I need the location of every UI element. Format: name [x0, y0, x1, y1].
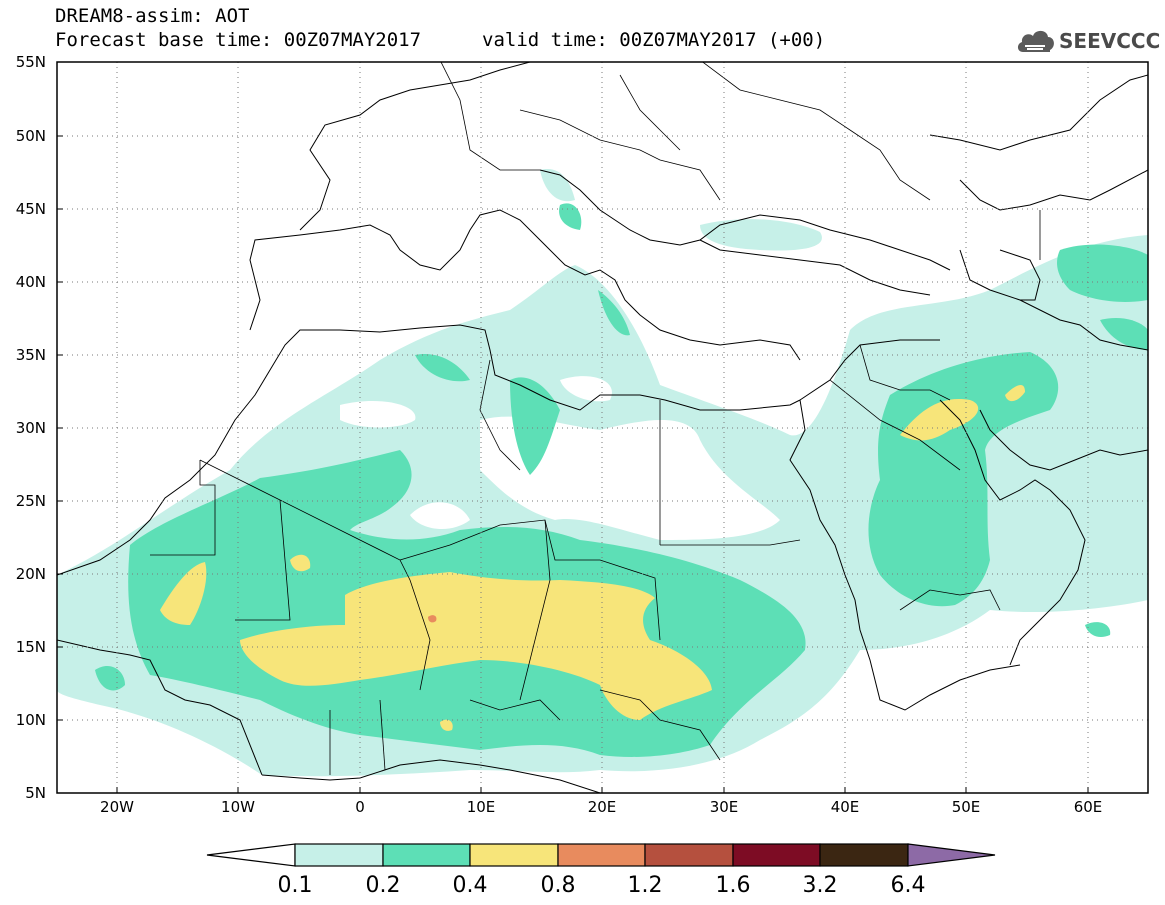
lon-label: 20W — [100, 798, 134, 816]
lon-label: 10W — [221, 798, 255, 816]
colorbar-segment — [907, 843, 996, 867]
aot-fields — [57, 62, 1148, 793]
lat-label: 10N — [16, 711, 46, 729]
lat-label: 30N — [16, 419, 46, 437]
seevccc-logo: SEEVCCC — [1015, 24, 1160, 58]
colorbar-segment — [469, 843, 559, 867]
colorbar-segment — [732, 843, 821, 867]
lon-label: 10E — [467, 798, 496, 816]
lat-label: 55N — [16, 53, 46, 71]
colorbar-label: 6.4 — [891, 873, 926, 898]
colorbar-label: 0.2 — [366, 873, 401, 898]
aot-map: 55N 50N 45N 40N 35N 30N 25N 20N 15N 10N … — [16, 53, 1149, 816]
colorbar-segment — [557, 843, 646, 867]
colorbar-segment — [382, 843, 471, 867]
map-title: DREAM8-assim: AOT — [55, 5, 250, 27]
lat-label: 5N — [25, 784, 46, 802]
lon-label: 50E — [952, 798, 981, 816]
aot-contour-0.8 — [428, 615, 437, 623]
colorbar-label: 3.2 — [803, 873, 838, 898]
coastlines — [57, 62, 1148, 793]
lat-label: 15N — [16, 638, 46, 656]
lat-labels: 55N 50N 45N 40N 35N 30N 25N 20N 15N 10N … — [16, 53, 46, 802]
lon-label: 40E — [831, 798, 860, 816]
colorbar-segment — [644, 843, 734, 867]
lon-label: 60E — [1074, 798, 1103, 816]
lat-label: 25N — [16, 492, 46, 510]
lon-label: 30E — [710, 798, 739, 816]
colorbar-legend: 0.1 0.2 0.4 0.8 1.2 1.6 3.2 6.4 — [206, 843, 996, 898]
valid-time: valid time: 00Z07MAY2017 (+00) — [482, 29, 826, 51]
country-borders — [150, 62, 1041, 775]
logo-text: SEEVCCC — [1059, 29, 1161, 53]
colorbar-label: 1.6 — [716, 873, 751, 898]
colorbar-label: 0.4 — [453, 873, 488, 898]
lon-label: 0 — [355, 798, 365, 816]
lon-label: 20E — [588, 798, 617, 816]
colorbar-segment — [819, 843, 909, 867]
colorbar-label: 0.8 — [541, 873, 576, 898]
cloud-icon — [1017, 30, 1054, 52]
gridlines — [57, 62, 1148, 793]
lat-label: 20N — [16, 565, 46, 583]
lat-label: 35N — [16, 346, 46, 364]
colorbar-segment — [294, 843, 384, 867]
lat-label: 45N — [16, 200, 46, 218]
forecast-base-time: Forecast base time: 00Z07MAY2017 — [55, 29, 422, 51]
colorbar-label: 1.2 — [628, 873, 663, 898]
aot-contour-0.4 — [160, 384, 1025, 731]
colorbar-label: 0.1 — [278, 873, 313, 898]
axis-ticks — [57, 61, 1089, 793]
colorbar-segment — [206, 843, 296, 867]
lat-label: 50N — [16, 127, 46, 145]
aot-below-0.1 — [340, 376, 780, 540]
lat-label: 40N — [16, 273, 46, 291]
lon-labels: 20W 10W 0 10E 20E 30E 40E 50E 60E — [100, 798, 1102, 816]
